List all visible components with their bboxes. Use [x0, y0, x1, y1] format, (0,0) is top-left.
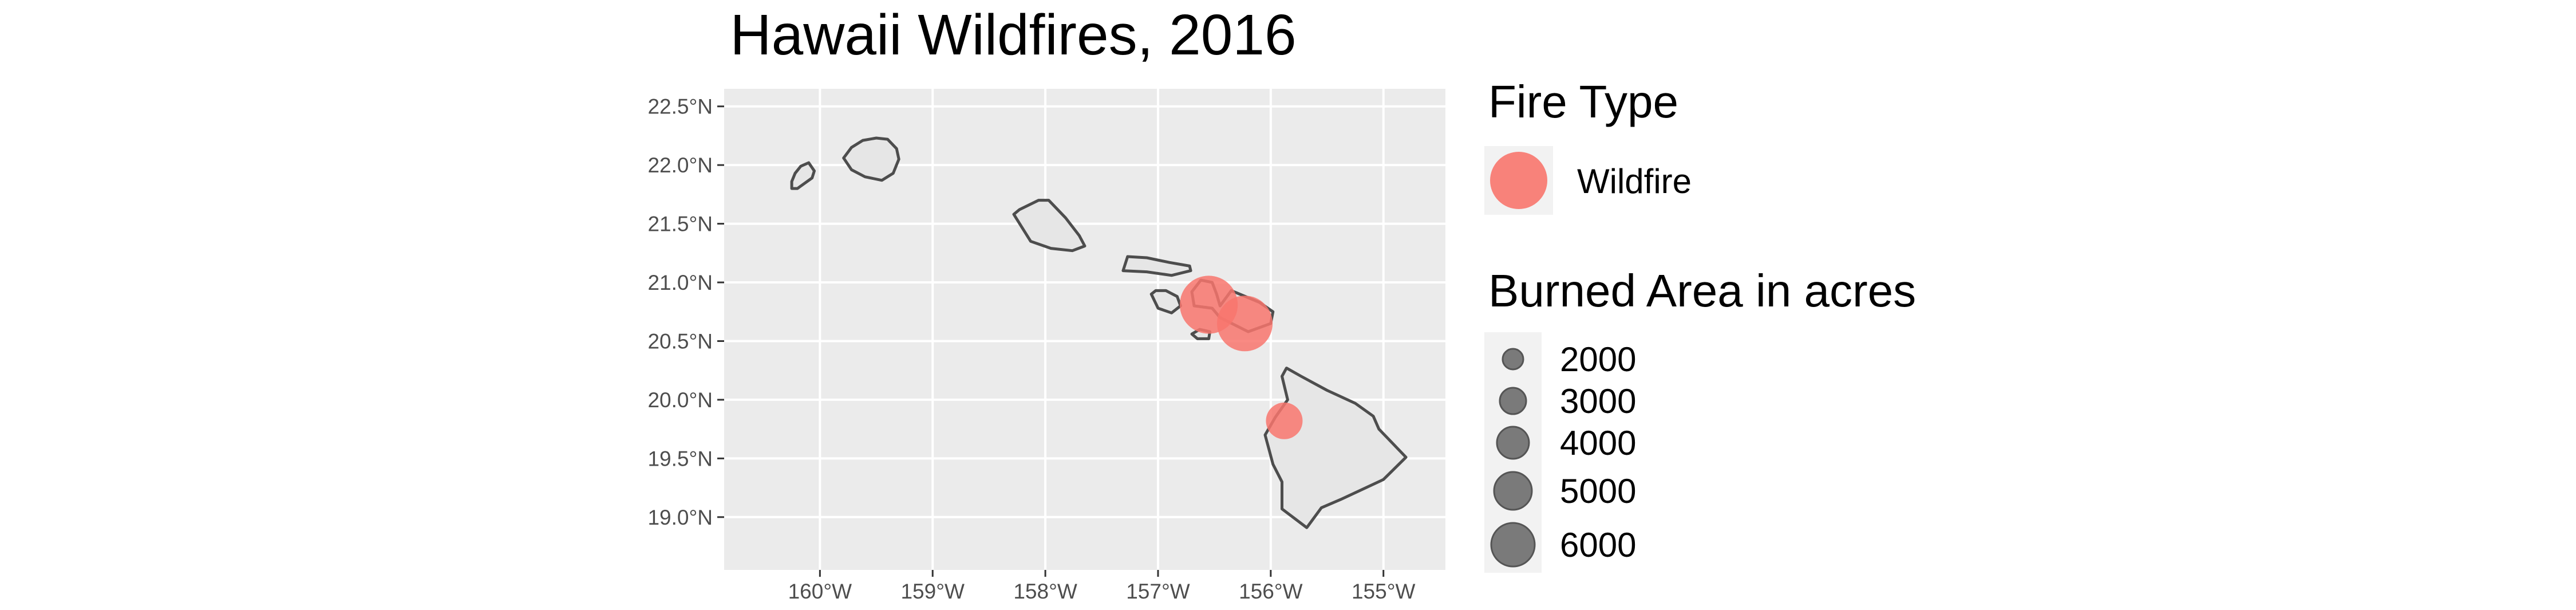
legend-fire-type-title: Fire Type	[1488, 76, 1678, 127]
y-tick-label: 21.5°N	[647, 212, 713, 236]
legend-wildfire-key	[1490, 152, 1547, 209]
x-tick-label: 160°W	[788, 580, 852, 603]
y-tick-label: 22.5°N	[647, 95, 713, 119]
size-legend-label: 3000	[1560, 382, 1636, 420]
map-title: Hawaii Wildfires, 2016	[730, 3, 1296, 67]
size-legend-point	[1502, 348, 1524, 371]
size-legend-label: 6000	[1560, 526, 1636, 564]
y-tick-label: 20.5°N	[647, 329, 713, 353]
island-kauai	[842, 136, 900, 182]
island-molokai	[1121, 255, 1192, 277]
x-tick-label: 156°W	[1239, 580, 1303, 603]
size-legend-point	[1490, 522, 1536, 568]
x-tick-label: 157°W	[1126, 580, 1190, 603]
island-oahu	[1012, 199, 1086, 253]
size-legend-label: 5000	[1560, 472, 1636, 510]
wildfire-point	[1266, 402, 1303, 439]
wildfire-points-layer	[1179, 276, 1303, 439]
legend-wildfire-label: Wildfire	[1577, 162, 1692, 200]
x-tick-label: 158°W	[1013, 580, 1077, 603]
y-tick-label: 19.5°N	[647, 447, 713, 470]
y-axis: 19.0°N 19.5°N 20.0°N 20.5°N 21.0°N 21.5°N 22.0…	[647, 95, 724, 529]
y-tick-label: 20.0°N	[647, 388, 713, 412]
size-legend-label: 4000	[1560, 424, 1636, 462]
x-tick-label: 159°W	[900, 580, 965, 603]
x-tick-label: 155°W	[1352, 580, 1416, 603]
gridlines	[724, 89, 1445, 570]
size-legend-point	[1493, 471, 1533, 511]
x-axis: 160°W 159°W 158°W 157°W 156°W 155°W	[788, 570, 1416, 603]
y-tick-label: 21.0°N	[647, 271, 713, 294]
wildfire-point	[1217, 296, 1273, 352]
size-legend-point	[1496, 426, 1530, 460]
y-tick-label: 22.0°N	[647, 154, 713, 177]
y-tick-label: 19.0°N	[647, 506, 713, 529]
legend-burned-area-title: Burned Area in acres	[1488, 265, 1916, 316]
legend-fire-type: Fire Type Wildfire	[1484, 76, 1692, 215]
island-lanai	[1149, 289, 1182, 314]
size-legend-point	[1499, 387, 1527, 415]
size-legend-label: 2000	[1560, 340, 1636, 379]
island-niihau	[790, 161, 816, 190]
